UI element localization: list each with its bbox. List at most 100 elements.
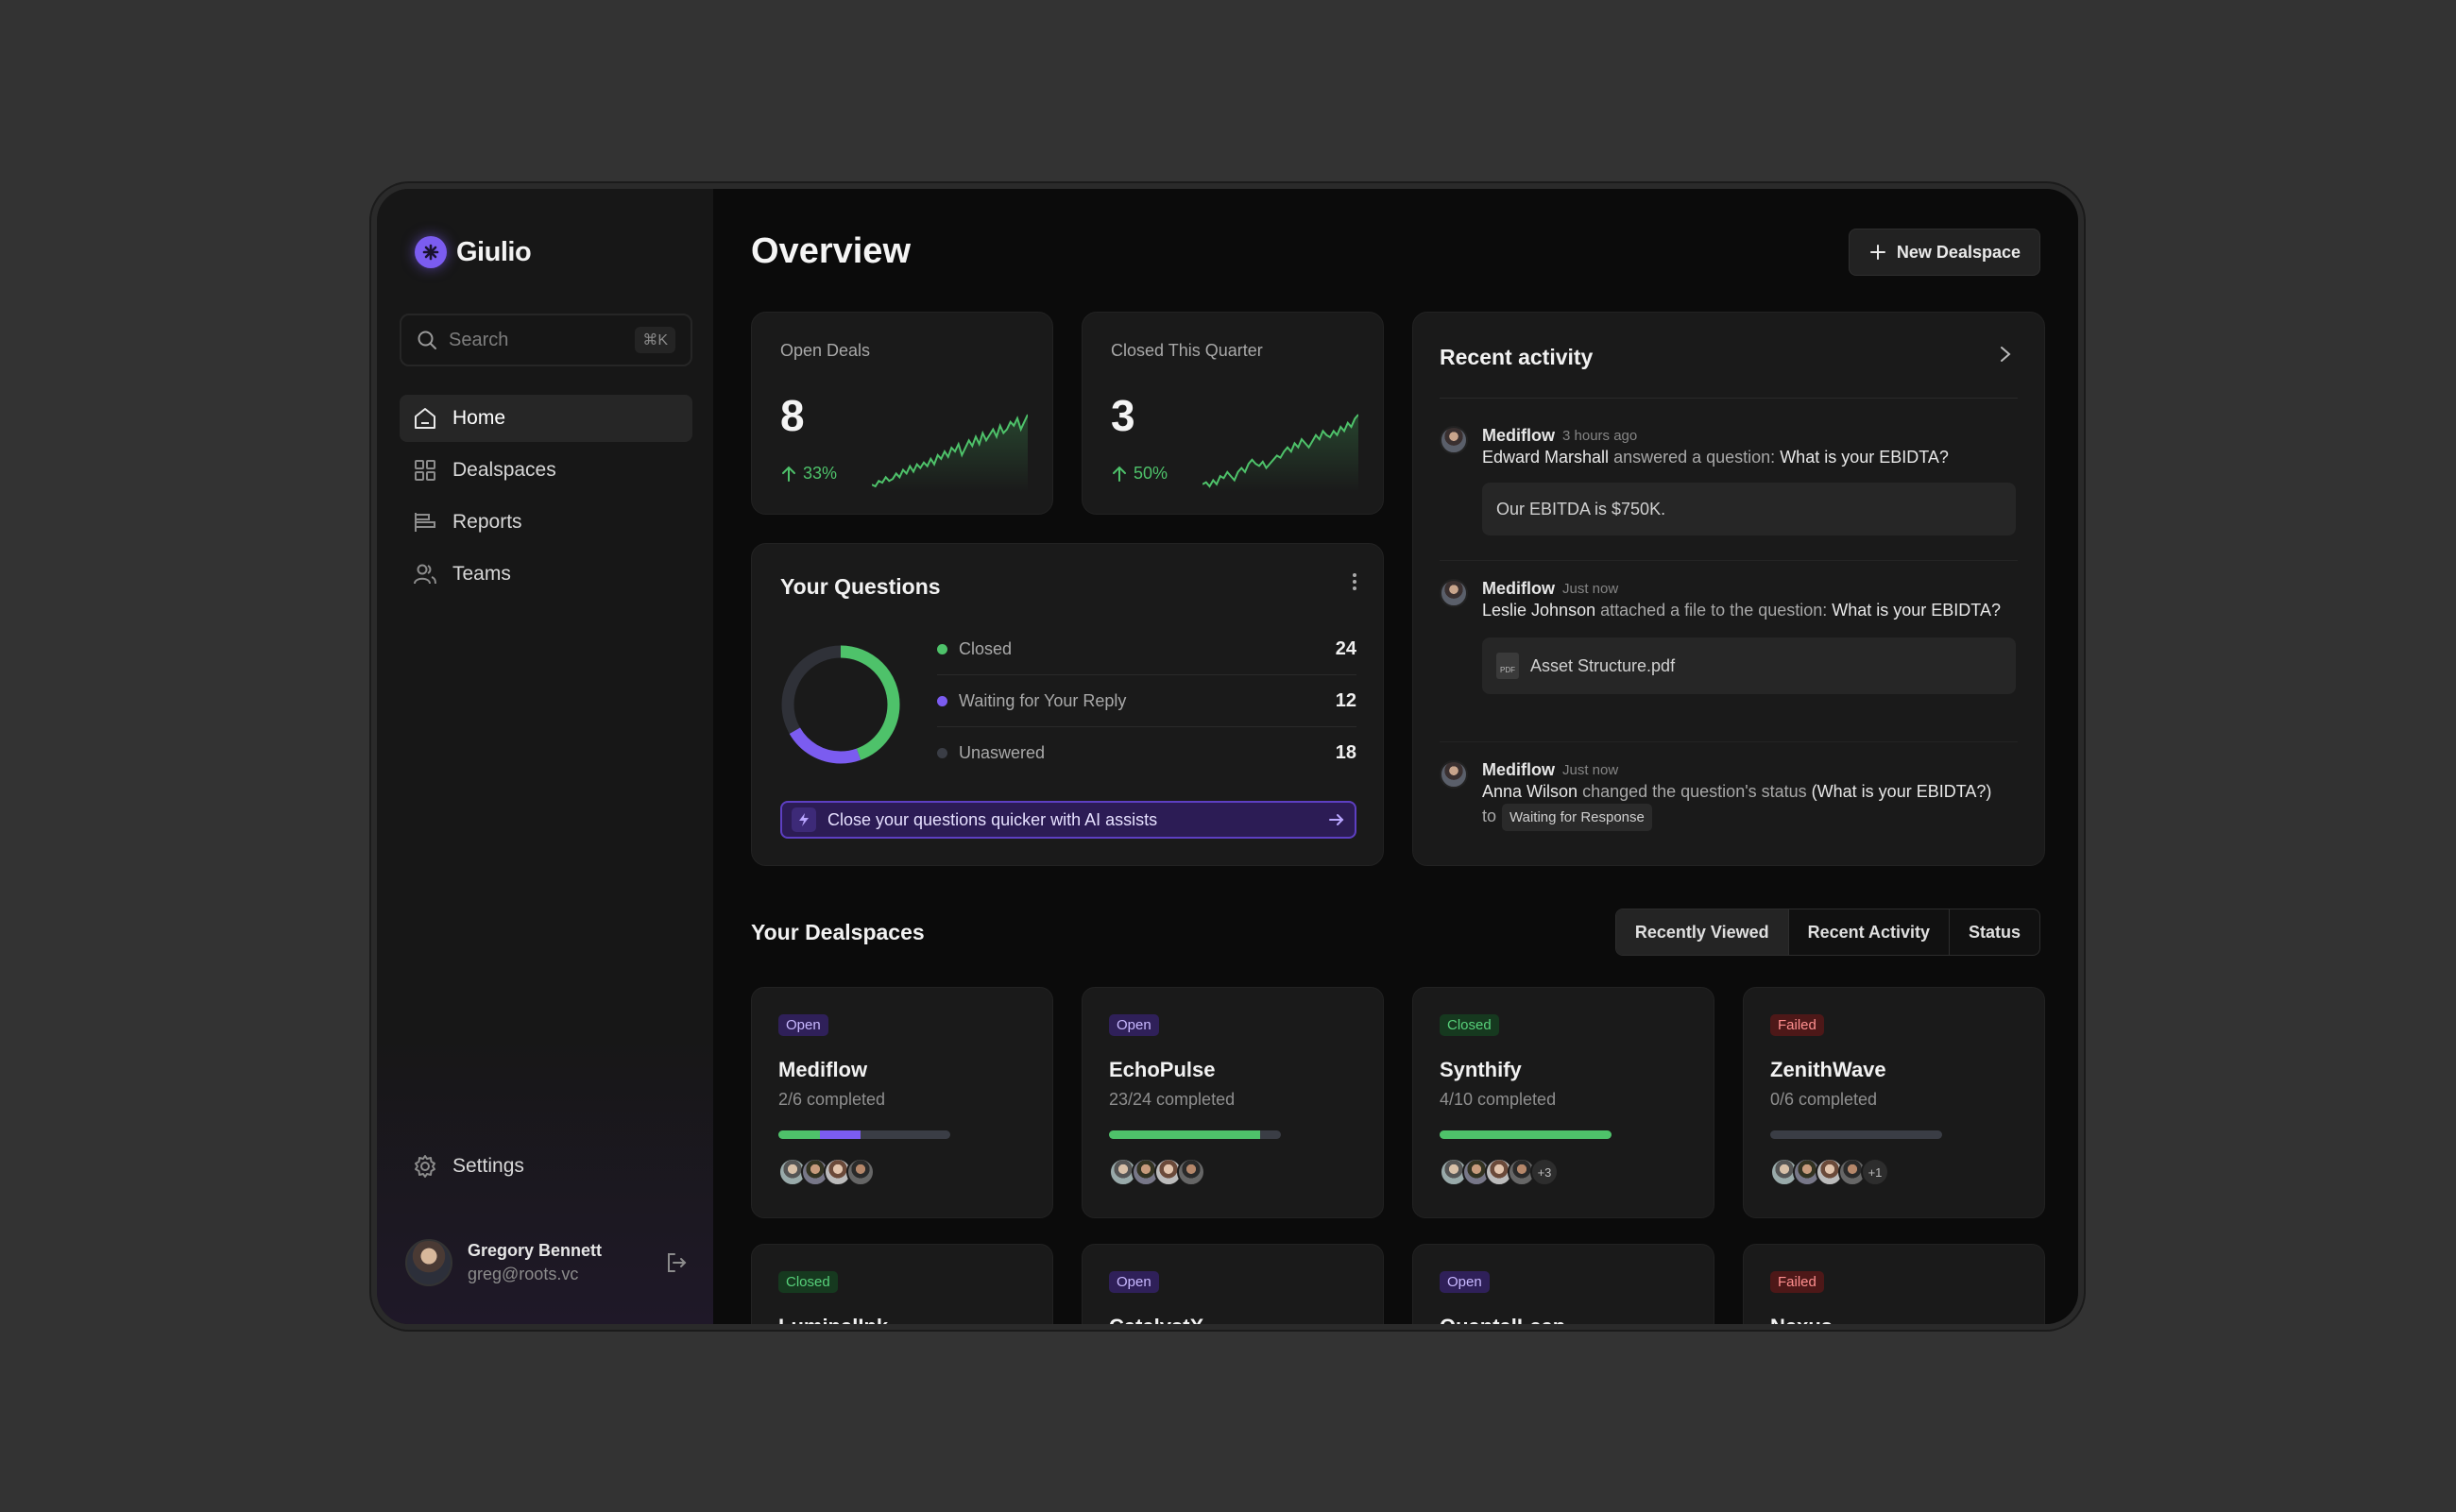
kpi-card-closed-quarter[interactable]: Closed This Quarter 3 50%	[1082, 312, 1384, 515]
sparkline-area	[1202, 415, 1358, 492]
sidebar: Giulio Search ⌘K Home Dealspaces Reports…	[377, 189, 713, 1324]
main-content: Overview New Dealspace Open Deals 8 33% …	[713, 189, 2078, 1324]
question-stat-label: Waiting for Your Reply	[959, 690, 1127, 710]
activity-action: changed the question's status	[1578, 782, 1812, 801]
activity-item[interactable]: Mediflow Just now Leslie Johnson attache…	[1440, 579, 2016, 694]
kpi-value: 8	[780, 391, 805, 440]
status-badge: Waiting for Response	[1502, 804, 1652, 831]
question-stat-closed[interactable]: Closed 24	[937, 623, 1356, 675]
settings-section: Settings	[400, 1143, 692, 1195]
tab-recently-viewed[interactable]: Recently Viewed	[1615, 909, 1789, 955]
new-dealspace-button[interactable]: New Dealspace	[1848, 229, 2040, 276]
sidebar-item-settings[interactable]: Settings	[400, 1143, 692, 1190]
dealspace-card[interactable]: Closed Synthify 4/10 completed +3	[1412, 987, 1714, 1218]
lightning-icon	[792, 807, 816, 832]
search-shortcut: ⌘K	[635, 327, 675, 353]
app-name: Giulio	[456, 236, 532, 267]
sidebar-item-label: Dealspaces	[452, 459, 556, 481]
recent-activity-card: Recent activity Mediflow 3 hours ago Edw…	[1412, 312, 2045, 866]
logout-icon[interactable]	[664, 1250, 689, 1275]
sidebar-item-home[interactable]: Home	[400, 395, 692, 442]
attachment[interactable]: PDF Asset Structure.pdf	[1482, 637, 2016, 694]
sidebar-item-dealspaces[interactable]: Dealspaces	[400, 447, 692, 494]
question-stat-unanswered[interactable]: Unaswered 18	[937, 727, 1356, 779]
dealspace-card[interactable]: Closed LuminalInk	[751, 1244, 1053, 1324]
sidebar-item-label: Teams	[452, 563, 511, 585]
tab-status[interactable]: Status	[1968, 922, 2021, 942]
search-placeholder: Search	[449, 329, 509, 350]
search-input[interactable]: Search ⌘K	[400, 314, 692, 366]
activity-actor: Anna Wilson	[1482, 782, 1578, 801]
more-members-count: +1	[1861, 1158, 1889, 1186]
reports-icon	[415, 513, 435, 532]
dealspace-card[interactable]: Open EchoPulse 23/24 completed	[1082, 987, 1384, 1218]
kpi-label: Closed This Quarter	[1111, 341, 1263, 360]
gear-icon	[415, 1155, 435, 1178]
status-badge: Open	[1109, 1014, 1159, 1036]
progress-bar	[778, 1130, 950, 1139]
kpi-card-open-deals[interactable]: Open Deals 8 33%	[751, 312, 1053, 515]
dealspace-card[interactable]: Failed ZenithWave 0/6 completed +1	[1743, 987, 2045, 1218]
sidebar-item-label: Settings	[452, 1155, 524, 1177]
dealspace-card[interactable]: Open CatalystX	[1082, 1244, 1384, 1324]
sparkline-line	[872, 414, 1028, 488]
activity-source: Mediflow	[1482, 579, 1555, 598]
progress-bar	[1770, 1130, 1942, 1139]
status-badge: Failed	[1770, 1271, 1824, 1293]
member-avatars	[1109, 1158, 1205, 1186]
dealspace-progress-text: 23/24 completed	[1109, 1090, 1236, 1109]
kpi-change-value: 33%	[803, 464, 838, 483]
progress-fill-pending	[819, 1130, 861, 1139]
activity-title: Recent activity	[1440, 345, 1594, 369]
activity-action: attached a file to the question:	[1595, 601, 1833, 620]
activity-source: Mediflow	[1482, 760, 1555, 779]
donut-segment-closed	[781, 645, 900, 764]
activity-item[interactable]: Mediflow 3 hours ago Edward Marshall ans…	[1440, 426, 2016, 535]
logo[interactable]: Giulio	[415, 236, 532, 268]
dealspace-card[interactable]: Open Mediflow 2/6 completed	[751, 987, 1053, 1218]
search-icon	[418, 331, 436, 349]
ai-assist-banner[interactable]: Close your questions quicker with AI ass…	[780, 801, 1356, 839]
dealspace-card[interactable]: Open QuantalLeap	[1412, 1244, 1714, 1324]
arrow-up-icon	[1113, 466, 1126, 482]
sparkline	[872, 414, 1028, 492]
status-dot	[937, 748, 947, 758]
kpi-value: 3	[1111, 391, 1135, 440]
activity-action: answered a question:	[1609, 448, 1781, 467]
divider	[1440, 560, 2018, 561]
member-avatars: +1	[1770, 1158, 1889, 1186]
dealspace-card[interactable]: Failed Nexus	[1743, 1244, 2045, 1324]
kpi-change-value: 50%	[1134, 464, 1168, 483]
kpi-label: Open Deals	[780, 341, 871, 360]
new-dealspace-label: New Dealspace	[1896, 242, 2021, 262]
dealspace-name: ZenithWave	[1770, 1058, 1886, 1081]
dealspace-progress-text: 0/6 completed	[1770, 1090, 1878, 1109]
status-badge: Failed	[1770, 1014, 1824, 1036]
dealspace-name: Nexus	[1770, 1315, 1833, 1324]
progress-fill-completed	[778, 1130, 820, 1139]
chevron-right-icon[interactable]	[1999, 345, 2012, 364]
question-stat-label: Unaswered	[959, 743, 1046, 762]
sidebar-item-reports[interactable]: Reports	[400, 499, 692, 546]
avatar[interactable]	[405, 1239, 452, 1286]
sidebar-item-teams[interactable]: Teams	[400, 551, 692, 598]
member-avatars: +3	[1440, 1158, 1559, 1186]
status-badge: Open	[778, 1014, 828, 1036]
questions-title: Your Questions	[780, 574, 941, 599]
activity-time: Just now	[1562, 762, 1619, 778]
activity-item[interactable]: Mediflow Just now Anna Wilson changed th…	[1440, 760, 2016, 831]
question-stat-label: Closed	[959, 638, 1013, 658]
activity-time: 3 hours ago	[1562, 428, 1638, 444]
answer-text: Our EBITDA is $750K.	[1496, 499, 1666, 518]
tab-recent-activity[interactable]: Recent Activity	[1789, 909, 1950, 955]
more-vertical-icon[interactable]	[1351, 570, 1358, 593]
user-name: Gregory Bennett	[468, 1241, 603, 1260]
progress-bar	[1440, 1130, 1612, 1139]
ai-assist-text: Close your questions quicker with AI ass…	[827, 809, 1158, 829]
users-icon	[414, 564, 436, 585]
status-badge: Closed	[1440, 1014, 1499, 1036]
activity-time: Just now	[1562, 581, 1619, 597]
dealspace-progress-text: 2/6 completed	[778, 1090, 886, 1109]
dealspace-progress-text: 4/10 completed	[1440, 1090, 1557, 1109]
question-stat-waiting[interactable]: Waiting for Your Reply 12	[937, 675, 1356, 727]
